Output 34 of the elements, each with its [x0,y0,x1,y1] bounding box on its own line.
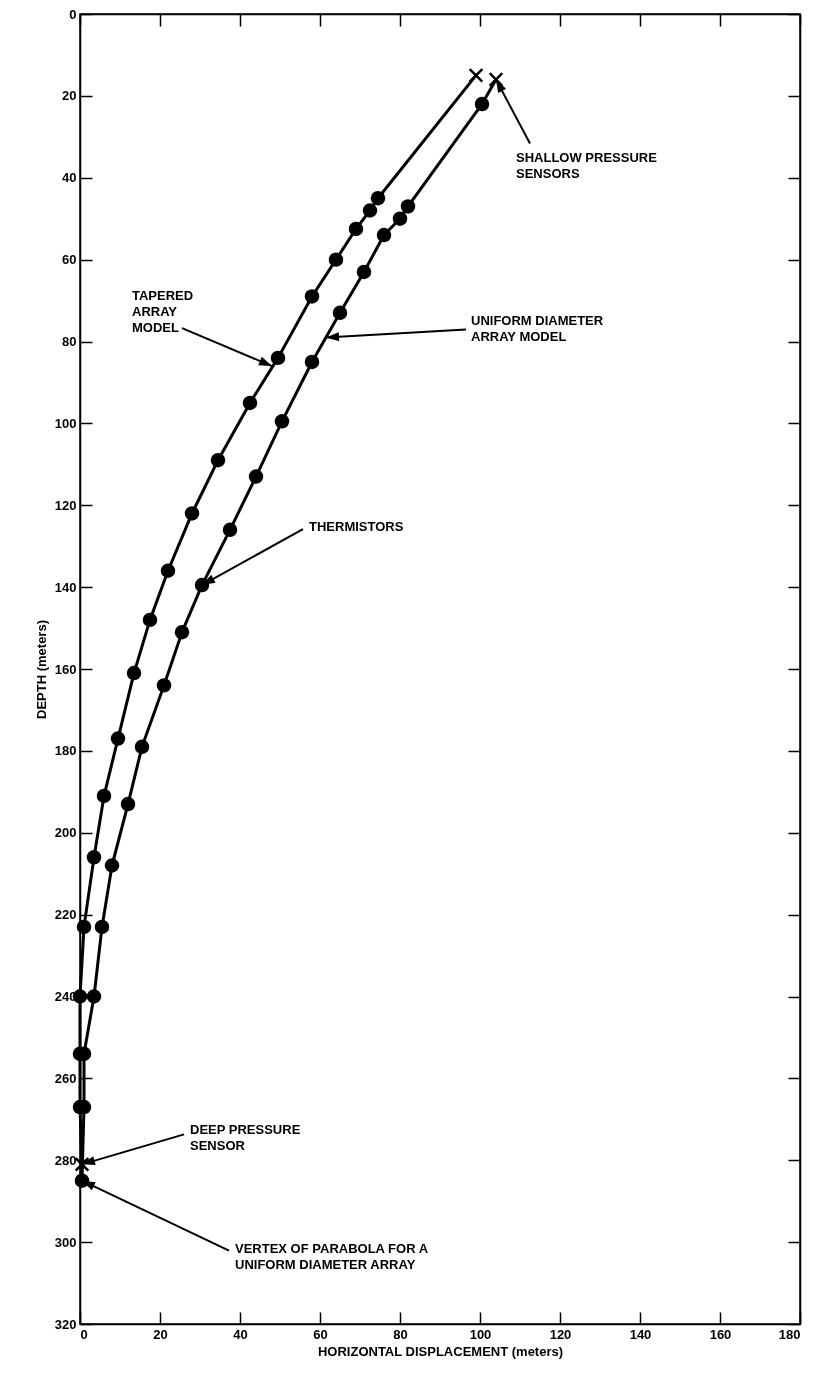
x-tick-label: 40 [233,1326,248,1342]
y-tick-label: 160 [54,661,77,677]
y-tick-label: 20 [62,88,77,104]
x-tick-label: 60 [313,1326,328,1342]
y-tick-label: 40 [62,170,77,186]
annotation: UNIFORM DIAMETER ARRAY MODEL [471,313,604,345]
y-tick-label: 300 [54,1234,77,1250]
x-tick-label: 160 [709,1326,732,1342]
x-tick-label: 0 [80,1326,88,1342]
y-tick-label: 200 [54,825,77,841]
x-axis-title: HORIZONTAL DISPLACEMENT (meters) [317,1343,564,1359]
y-tick-label: 320 [54,1316,77,1332]
x-tick-label: 120 [549,1326,572,1342]
annotation: THERMISTORS [309,519,404,535]
annotation: SHALLOW PRESSURE SENSORS [516,149,658,181]
x-tick-label: 80 [393,1326,408,1342]
y-tick-label: 260 [54,1070,77,1086]
y-tick-label: 0 [69,6,77,22]
y-tick-label: 120 [54,497,77,513]
annotation: VERTEX OF PARABOLA FOR A UNIFORM DIAMETER ARRAY [235,1240,429,1272]
y-axis-title: DEPTH (meters) [33,620,49,719]
y-tick-label: 140 [54,579,77,595]
y-tick-label: 180 [54,743,77,759]
annotation: TAPERED ARRAY MODEL [132,288,194,336]
annotation: DEEP PRESSURE SENSOR [190,1122,301,1154]
x-tick-label: 180 [778,1326,801,1342]
x-tick-label: 20 [153,1326,168,1342]
y-tick-label: 100 [54,415,77,431]
x-tick-label: 140 [629,1326,652,1342]
x-tick-label: 100 [469,1326,492,1342]
y-tick-label: 60 [62,252,77,268]
y-tick-label: 220 [54,907,77,923]
y-tick-label: 80 [62,334,77,349]
y-tick-label: 280 [54,1152,77,1168]
